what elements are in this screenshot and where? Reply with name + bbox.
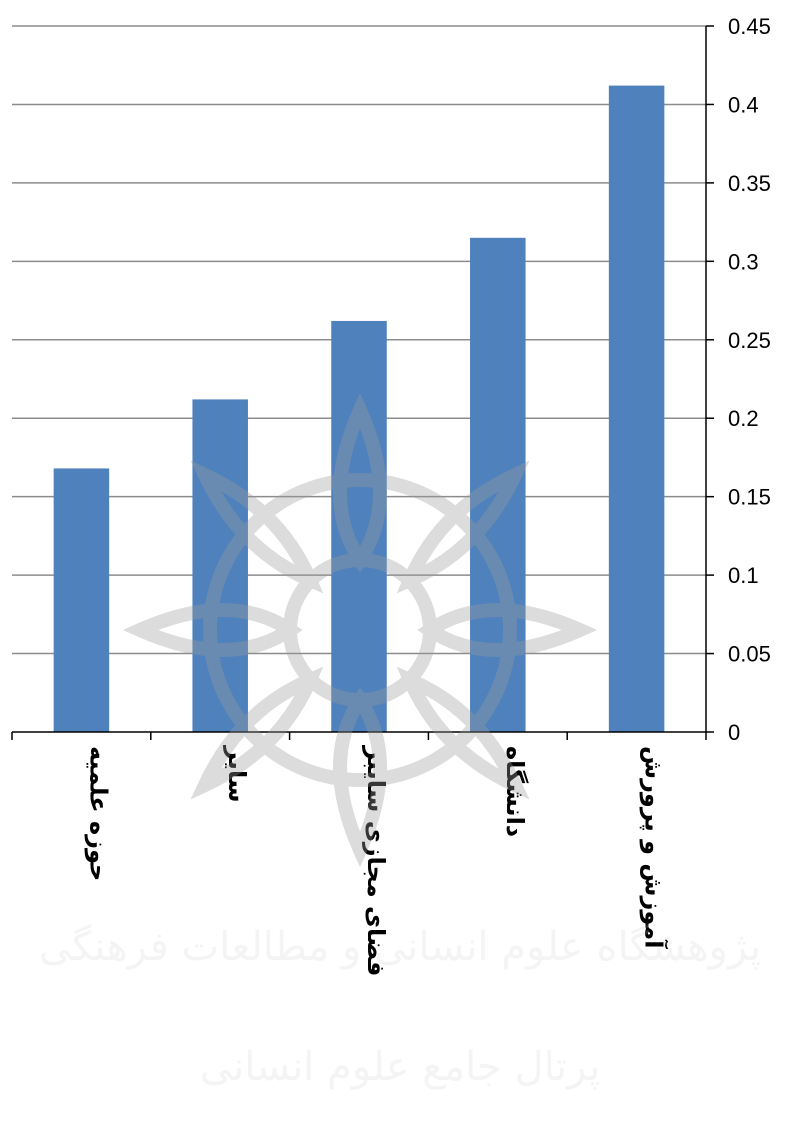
y-tick-label: 0.1: [728, 563, 759, 588]
bar: [53, 468, 110, 732]
watermark-line1: پژوهشگاه علوم انسانی و مطالعات فرهنگی: [39, 924, 761, 970]
y-tick-label: 0.25: [728, 328, 771, 353]
axes: 0 0.05 0.1 0.15 0.2 0.25 0.3 0.35 0.4 0.45 حوزه عل…: [11, 14, 771, 976]
y-tick-label: 0: [728, 720, 740, 745]
x-category-label: دانشگاه: [501, 746, 529, 837]
x-category-label: حوزه علمیه: [84, 746, 112, 881]
y-tick-label: 0.2: [728, 406, 759, 431]
y-tick-label: 0.35: [728, 171, 771, 196]
y-tick-label: 0.05: [728, 642, 771, 667]
watermark: پژوهشگاه علوم انسانی و مطالعات فرهنگی پر…: [39, 392, 761, 1090]
bar: [470, 237, 526, 733]
x-category-label: فضای مجازی سایبر: [362, 745, 390, 976]
y-tick-label: 0.4: [728, 92, 759, 117]
bar: [331, 320, 387, 732]
bar: [192, 399, 248, 732]
y-tick-label: 0.45: [728, 14, 771, 39]
watermark-line2: پرتال جامع علوم انسانی: [200, 1044, 601, 1090]
x-category-label: آموزش و پرورش: [640, 746, 669, 949]
bars: [53, 85, 665, 733]
y-tick-label: 0.15: [728, 485, 771, 510]
x-category-label: سایر: [223, 745, 251, 803]
bar: [608, 85, 665, 732]
y-tick-label: 0.3: [728, 249, 759, 274]
watermark-rosette-logo: [122, 392, 598, 868]
